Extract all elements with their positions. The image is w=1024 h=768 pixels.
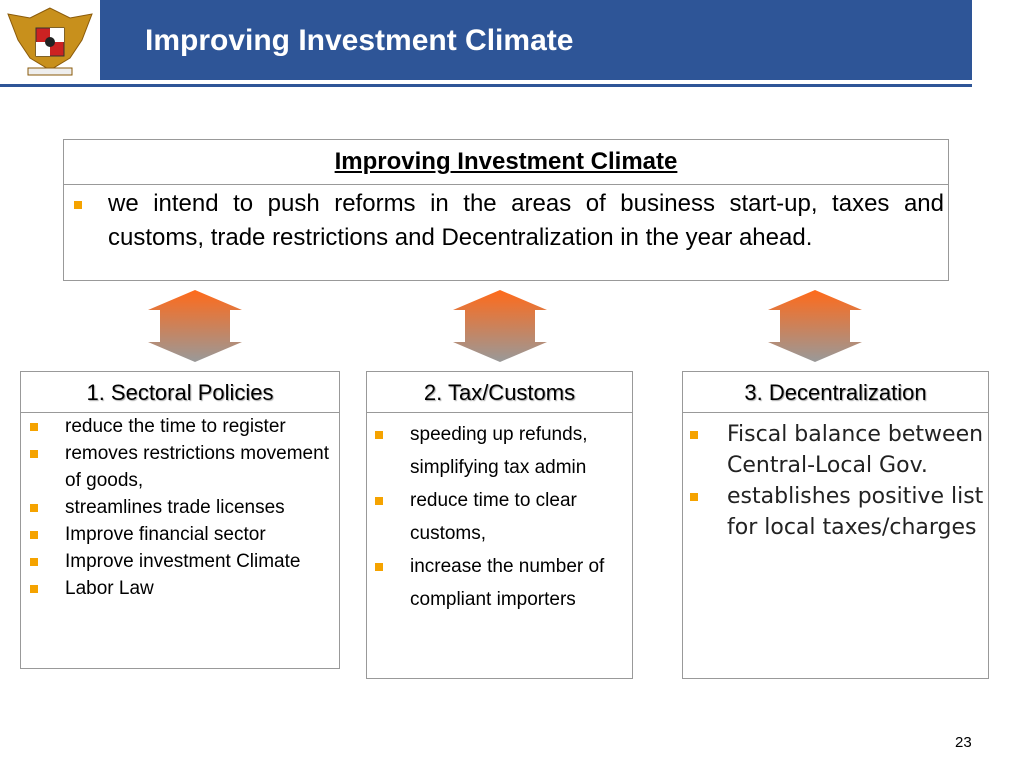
column-title: 1. Sectoral Policies xyxy=(21,372,339,413)
list-item: establishes positive list for local taxe… xyxy=(683,481,988,543)
bullet xyxy=(690,493,698,501)
bullet xyxy=(30,423,38,431)
list-item-text: Improve financial sector xyxy=(65,524,266,545)
list-item-text: streamlines trade licenses xyxy=(65,497,285,518)
column: 3. Decentralization Fiscal balance betwee… xyxy=(682,371,989,679)
list-item-text: establishes positive list for local taxe… xyxy=(727,484,984,540)
list-item-text: speeding up refunds, simplifying tax adm… xyxy=(410,424,588,478)
bullet xyxy=(375,431,383,439)
main-box-title: Improving Investment Climate xyxy=(64,140,948,185)
main-box-text: we intend to push reforms in the areas o… xyxy=(108,190,944,251)
double-arrow xyxy=(148,290,242,362)
arrows xyxy=(148,290,862,362)
bullet xyxy=(30,531,38,539)
list-item: streamlines trade licenses xyxy=(21,494,339,521)
emblem xyxy=(0,0,100,82)
bullet xyxy=(375,563,383,571)
header-bar xyxy=(100,0,972,80)
list-item-text: Improve investment Climate xyxy=(65,551,301,572)
slide-title: Improving Investment Climate xyxy=(145,24,574,57)
column-list: speeding up refunds, simplifying tax adm… xyxy=(367,413,632,616)
bullet xyxy=(30,504,38,512)
list-item-text: reduce time to clear customs, xyxy=(410,490,577,544)
list-item-text: Labor Law xyxy=(65,578,154,599)
list-item-text: reduce the time to register xyxy=(65,416,286,437)
list-item: increase the number of compliant importe… xyxy=(367,550,632,616)
column-list: Fiscal balance between Central-Local Gov… xyxy=(683,413,988,543)
double-arrow xyxy=(768,290,862,362)
list-item: reduce time to clear customs, xyxy=(367,484,632,550)
list-item: speeding up refunds, simplifying tax adm… xyxy=(367,418,632,484)
list-item: reduce the time to register xyxy=(21,413,339,440)
bullet xyxy=(74,201,82,209)
list-item: removes restrictions movement of goods, xyxy=(21,440,339,494)
main-box: Improving Investment Climate we intend t… xyxy=(63,139,949,281)
column: 2. Tax/Customs speeding up refunds, simpl… xyxy=(366,371,633,679)
bullet xyxy=(690,431,698,439)
bullet xyxy=(30,450,38,458)
bullet xyxy=(30,558,38,566)
header-rule xyxy=(0,84,972,87)
list-item-text: increase the number of compliant importe… xyxy=(410,556,605,610)
column-title: 3. Decentralization xyxy=(683,372,988,413)
bullet xyxy=(375,497,383,505)
list-item: Labor Law xyxy=(21,575,339,602)
list-item-text: removes restrictions movement of goods, xyxy=(65,443,329,491)
bullet xyxy=(30,585,38,593)
column-title: 2. Tax/Customs xyxy=(367,372,632,413)
list-item: Fiscal balance between Central-Local Gov… xyxy=(683,419,988,481)
double-arrow xyxy=(453,290,547,362)
list-item-text: Fiscal balance between Central-Local Gov… xyxy=(727,422,984,478)
list-item: Improve financial sector xyxy=(21,521,339,548)
column: 1. Sectoral Policies reduce the time to r… xyxy=(20,371,340,669)
main-box-text-wrap: we intend to push reforms in the areas o… xyxy=(64,185,948,255)
column-list: reduce the time to register removes restr… xyxy=(21,413,339,602)
list-item: Improve investment Climate xyxy=(21,548,339,575)
page-number: 23 xyxy=(955,734,972,751)
